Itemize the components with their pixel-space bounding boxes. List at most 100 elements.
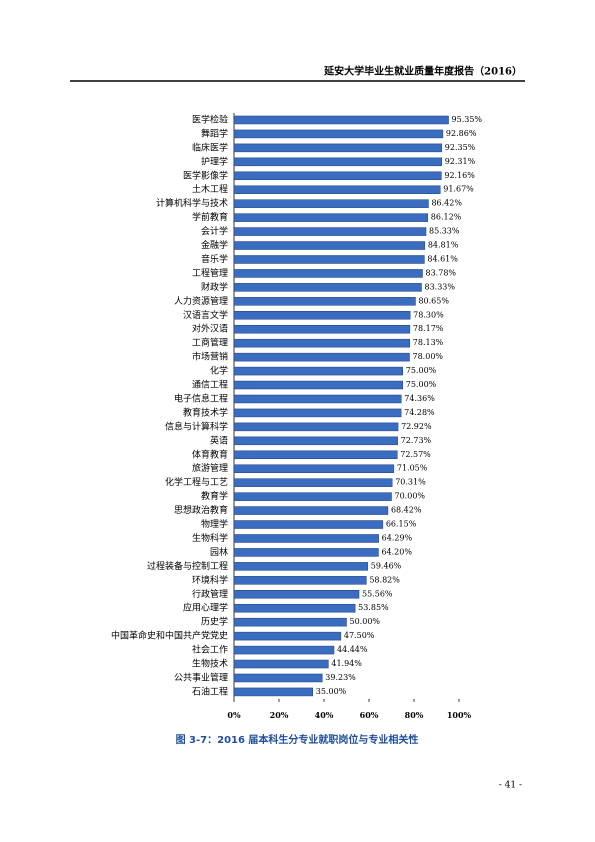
category-label: 教育技术学: [183, 406, 228, 418]
bar: [233, 520, 384, 529]
x-tick-label: 40%: [315, 710, 334, 720]
category-label: 学前教育: [192, 211, 228, 223]
bar: [233, 562, 369, 571]
header-title: 延安大学毕业生就业质量年度报告（2016）: [323, 65, 522, 78]
bar: [233, 659, 329, 669]
value-label: 41.94%: [331, 659, 362, 668]
value-label: 70.31%: [395, 478, 426, 487]
page-number: - 41 -: [499, 781, 522, 791]
bar: [233, 534, 379, 543]
category-label: 旅游管理: [192, 462, 228, 474]
value-label: 59.46%: [371, 561, 402, 570]
category-label: 舞蹈学: [201, 127, 228, 139]
value-label: 80.65%: [418, 296, 449, 305]
value-label: 50.00%: [350, 617, 381, 626]
category-label: 园林: [210, 546, 228, 558]
bar: [233, 311, 411, 320]
category-label: 教育学: [201, 490, 228, 502]
value-label: 39.23%: [325, 673, 356, 682]
value-label: 95.35%: [452, 115, 483, 124]
category-label: 对外汉语: [192, 323, 228, 335]
category-label: 生物科学: [192, 532, 228, 544]
bar: [233, 408, 402, 418]
x-tick-label: 0%: [227, 710, 241, 720]
bar: [233, 297, 416, 306]
value-label: 83.33%: [424, 282, 455, 291]
bar: [233, 590, 360, 599]
category-label: 化学: [210, 365, 228, 377]
category-label: 行政管理: [192, 588, 228, 600]
value-label: 92.31%: [445, 157, 476, 166]
bar: [233, 129, 444, 139]
bar: [233, 366, 403, 376]
category-label: 化学工程与工艺: [165, 476, 228, 488]
category-label: 金融学: [201, 239, 228, 251]
value-label: 74.36%: [404, 394, 435, 403]
caption: 图 3-7：2016 届本科生分专业就职岗位与专业相关性: [176, 733, 419, 746]
value-label: 75.00%: [406, 380, 437, 389]
bar: [233, 603, 356, 613]
x-tick-label: 80%: [405, 710, 424, 720]
category-label: 公共事业管理: [174, 671, 228, 683]
category-label: 英语: [210, 434, 228, 446]
value-label: 70.00%: [395, 492, 426, 501]
category-label: 临床医学: [192, 141, 228, 153]
category-label: 物理学: [201, 518, 228, 530]
bar: [233, 673, 323, 683]
category-label: 生物技术: [192, 658, 228, 670]
value-label: 64.20%: [381, 547, 412, 556]
bar: [233, 617, 347, 627]
bar: [233, 324, 411, 334]
bar: [233, 185, 441, 194]
category-label: 工商管理: [192, 337, 228, 349]
value-label: 53.85%: [358, 603, 389, 612]
value-label: 72.92%: [401, 422, 432, 431]
category-label: 通信工程: [192, 379, 228, 391]
bar: [233, 338, 411, 348]
value-label: 68.42%: [391, 506, 422, 515]
bar: [233, 506, 389, 515]
category-label: 信息与计算科学: [165, 420, 228, 432]
category-label: 体育教育: [192, 448, 228, 460]
category-label: 音乐学: [201, 253, 228, 265]
bar: [233, 283, 422, 292]
bar: [233, 227, 427, 236]
value-label: 72.73%: [401, 436, 432, 445]
value-label: 92.86%: [446, 129, 477, 138]
value-label: 83.78%: [426, 268, 457, 277]
bar: [233, 255, 425, 264]
bar: [233, 478, 393, 487]
category-label: 石油工程: [192, 685, 228, 697]
bar: [233, 576, 367, 585]
category-label: 工程管理: [192, 267, 228, 279]
bar: [233, 213, 429, 222]
category-label: 土木工程: [192, 183, 228, 195]
x-tick-label: 20%: [270, 710, 289, 720]
value-label: 78.17%: [413, 324, 444, 333]
value-label: 78.13%: [413, 338, 444, 347]
bar: [233, 352, 410, 362]
value-label: 44.44%: [337, 645, 368, 654]
category-label: 医学检验: [192, 113, 228, 125]
value-label: 86.42%: [431, 199, 462, 208]
value-label: 86.12%: [431, 213, 462, 222]
value-label: 66.15%: [386, 520, 417, 529]
bar: [233, 492, 392, 501]
bar: [233, 143, 443, 153]
category-label: 应用心理学: [183, 602, 228, 614]
value-label: 55.56%: [362, 589, 393, 598]
category-label: 电子信息工程: [174, 392, 228, 404]
bar: [233, 380, 403, 390]
bar: [233, 171, 442, 181]
bar: [233, 436, 398, 446]
value-label: 78.00%: [413, 352, 444, 361]
value-label: 78.30%: [413, 310, 444, 319]
bar: [233, 199, 429, 208]
category-label: 医学影像学: [183, 169, 228, 181]
category-label: 人力资源管理: [174, 295, 228, 307]
value-label: 71.05%: [397, 464, 428, 473]
value-label: 85.33%: [429, 227, 460, 236]
category-label: 汉语言文学: [183, 309, 228, 321]
bar: [233, 269, 423, 278]
